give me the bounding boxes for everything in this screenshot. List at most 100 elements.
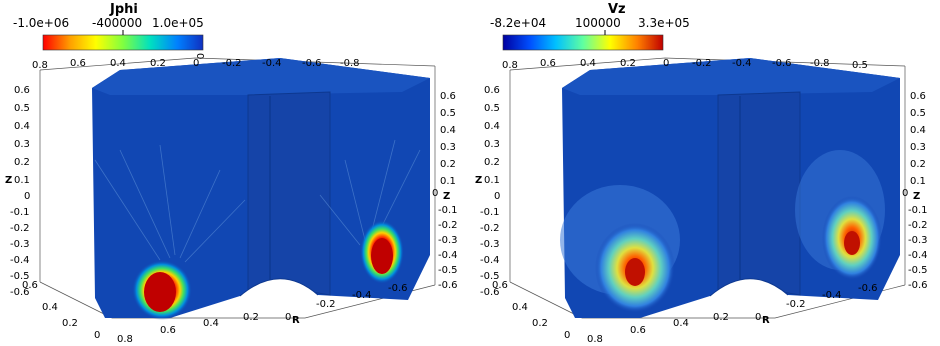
svg-text:-0.3: -0.3 — [908, 235, 928, 246]
svg-text:-0.4: -0.4 — [262, 58, 282, 69]
svg-text:0: 0 — [24, 191, 30, 202]
svg-text:0.2: 0.2 — [440, 159, 456, 170]
svg-text:0.6: 0.6 — [492, 280, 508, 291]
colorbar-gradient — [502, 34, 664, 51]
svg-text:0.4: 0.4 — [42, 302, 58, 313]
axis-r-label: R — [292, 315, 300, 326]
svg-text:-0.1: -0.1 — [10, 207, 30, 218]
svg-text:-0.4: -0.4 — [822, 290, 842, 301]
svg-text:0.4: 0.4 — [110, 58, 126, 69]
colorbar-mid-label: 100000 — [575, 16, 621, 30]
colorbar-mid-label: -400000 — [92, 16, 142, 30]
svg-text:-0.6: -0.6 — [908, 280, 928, 291]
colorbar-jphi: Jphi -1.0e+06 -400000 1.0e+05 — [13, 2, 204, 51]
svg-text:0.4: 0.4 — [14, 121, 30, 132]
svg-text:-0.6: -0.6 — [302, 58, 322, 69]
top-ticks: 0.8 0.6 0.4 0.2 0 -0.2 -0.4 -0.6 -0.8 0.… — [502, 58, 868, 71]
svg-text:-0.1: -0.1 — [480, 207, 500, 218]
svg-text:-0.6: -0.6 — [388, 283, 408, 294]
svg-text:0.2: 0.2 — [243, 312, 259, 323]
svg-text:0.2: 0.2 — [484, 157, 500, 168]
svg-text:-0.8: -0.8 — [810, 58, 830, 69]
svg-text:-0.5: -0.5 — [10, 271, 30, 282]
svg-text:-0.1: -0.1 — [438, 205, 458, 216]
svg-text:0.2: 0.2 — [620, 58, 636, 69]
axis-z-right-label: Z — [913, 191, 920, 202]
svg-text:0.6: 0.6 — [14, 85, 30, 96]
svg-text:-0.5: -0.5 — [480, 271, 500, 282]
svg-text:0: 0 — [432, 188, 438, 199]
svg-text:0: 0 — [902, 188, 908, 199]
bottom-ticks: 0.8 0.6 0.4 0.2 0 R -0.2 -0.4 -0.6 — [117, 283, 408, 345]
svg-text:0.5: 0.5 — [852, 60, 868, 71]
svg-text:0.3: 0.3 — [14, 139, 30, 150]
svg-text:0.2: 0.2 — [62, 318, 78, 329]
svg-text:0.4: 0.4 — [910, 125, 926, 136]
svg-text:0: 0 — [193, 58, 199, 69]
svg-text:0.4: 0.4 — [484, 121, 500, 132]
colorbar-title: Vz — [608, 2, 626, 17]
svg-text:0: 0 — [564, 330, 570, 341]
svg-text:0: 0 — [663, 58, 669, 69]
svg-text:0.6: 0.6 — [440, 91, 456, 102]
svg-text:0.6: 0.6 — [22, 280, 38, 291]
svg-text:-0.4: -0.4 — [10, 255, 30, 266]
svg-text:0.1: 0.1 — [440, 176, 456, 187]
svg-text:-0.3: -0.3 — [480, 239, 500, 250]
svg-text:0.2: 0.2 — [910, 159, 926, 170]
bottom-left-ticks: 0.6 0.4 0.2 0 — [492, 280, 570, 341]
svg-text:0.4: 0.4 — [580, 58, 596, 69]
svg-text:0.8: 0.8 — [502, 60, 518, 71]
svg-text:0.4: 0.4 — [512, 302, 528, 313]
svg-text:-0.1: -0.1 — [908, 205, 928, 216]
svg-text:0.5: 0.5 — [910, 108, 926, 119]
svg-text:0.1: 0.1 — [484, 175, 500, 186]
colorbar-max-label: 3.3e+05 — [638, 16, 690, 30]
svg-text:-0.2: -0.2 — [908, 220, 928, 231]
solid-body — [560, 58, 900, 318]
svg-text:0.8: 0.8 — [587, 334, 603, 345]
svg-text:-0.5: -0.5 — [908, 265, 928, 276]
svg-text:-0.4: -0.4 — [908, 250, 928, 261]
svg-text:-0.8: -0.8 — [340, 58, 360, 69]
colorbar-min-label: -8.2e+04 — [490, 16, 546, 30]
svg-text:0.5: 0.5 — [484, 103, 500, 114]
panel-vz: Vz -8.2e+04 100000 3.3e+05 0.8 0.6 0.4 0… — [470, 0, 940, 346]
svg-text:-0.4: -0.4 — [732, 58, 752, 69]
bottom-ticks: 0.8 0.6 0.4 0.2 0 R -0.2 -0.4 -0.6 — [587, 283, 878, 345]
svg-text:-0.6: -0.6 — [438, 280, 458, 291]
svg-text:0.3: 0.3 — [484, 139, 500, 150]
left-z-ticks: 0.6 0.5 0.4 0.3 0.2 0.1 0 -0.1 -0.2 -0.3… — [475, 85, 500, 298]
colorbar-max-label: 1.0e+05 — [152, 16, 204, 30]
svg-text:0: 0 — [194, 53, 205, 59]
bottom-left-ticks: 0.6 0.4 0.2 0 — [22, 280, 100, 341]
svg-text:0.5: 0.5 — [440, 108, 456, 119]
svg-text:-0.4: -0.4 — [438, 250, 458, 261]
top-ticks: 0.8 0.6 0.4 0.2 0 -0.2 -0.4 -0.6 -0.8 0 — [32, 53, 360, 71]
axis-z-right-label: Z — [443, 191, 450, 202]
svg-text:0.5: 0.5 — [14, 103, 30, 114]
vz-render: Vz -8.2e+04 100000 3.3e+05 0.8 0.6 0.4 0… — [475, 2, 928, 345]
svg-text:-0.6: -0.6 — [772, 58, 792, 69]
svg-text:-0.2: -0.2 — [10, 223, 30, 234]
svg-text:0.8: 0.8 — [32, 60, 48, 71]
svg-text:0.4: 0.4 — [673, 318, 689, 329]
svg-text:-0.4: -0.4 — [480, 255, 500, 266]
svg-text:0.2: 0.2 — [532, 318, 548, 329]
solid-body — [92, 58, 430, 320]
colorbar-title: Jphi — [109, 2, 138, 17]
svg-text:-0.6: -0.6 — [10, 287, 30, 298]
svg-text:0.6: 0.6 — [484, 85, 500, 96]
left-z-ticks: 0.6 0.5 0.4 0.3 0.2 0.1 0 -0.1 -0.2 -0.3… — [5, 85, 30, 298]
svg-text:0.6: 0.6 — [70, 58, 86, 69]
svg-text:0.6: 0.6 — [910, 91, 926, 102]
axis-r-label: R — [762, 315, 770, 326]
svg-text:0.8: 0.8 — [117, 334, 133, 345]
svg-text:0: 0 — [755, 312, 761, 323]
axis-z-label: Z — [475, 175, 482, 186]
svg-text:-0.2: -0.2 — [316, 299, 336, 310]
panel-jphi: Jphi -1.0e+06 -400000 1.0e+05 — [5, 2, 458, 345]
svg-text:-0.3: -0.3 — [438, 235, 458, 246]
svg-text:-0.2: -0.2 — [692, 58, 712, 69]
svg-text:0: 0 — [94, 330, 100, 341]
